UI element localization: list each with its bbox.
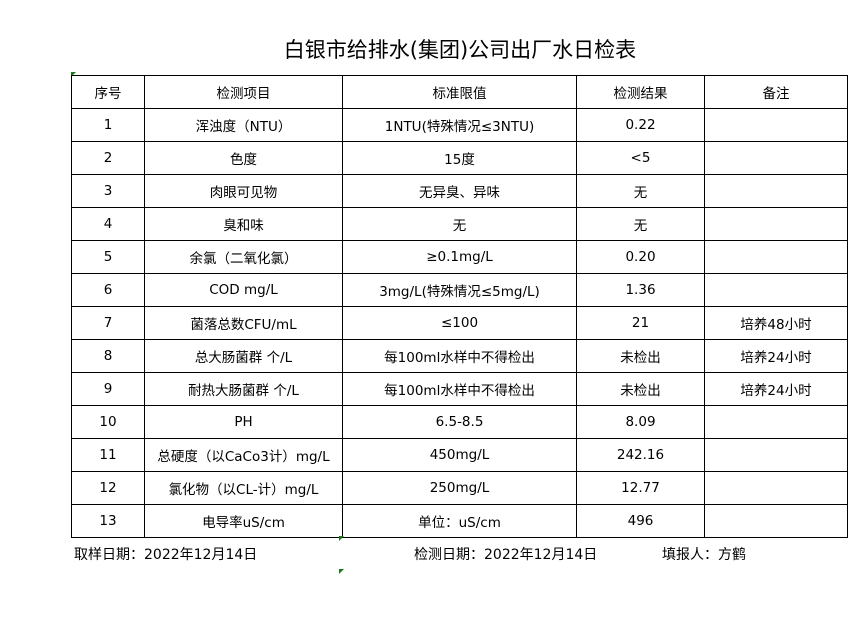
table-row: 9 耐热大肠菌群 个/L 每100ml水样中不得检出 未检出 培养24小时: [71, 372, 848, 406]
table-cell: 未检出: [576, 339, 705, 373]
cell-marker: [339, 569, 344, 574]
table-cell: 6.5-8.5: [342, 405, 577, 439]
table-cell: 检测结果: [576, 75, 705, 109]
table-cell: 496: [576, 504, 705, 538]
table-cell: 4: [71, 207, 145, 241]
table-row: 6 COD mg/L 3mg/L(特殊情况≤5mg/L) 1.36: [71, 273, 848, 307]
table-cell: 氯化物（以CL-计）mg/L: [144, 471, 343, 505]
table-cell: 序号: [71, 75, 145, 109]
table-cell: 耐热大肠菌群 个/L: [144, 372, 343, 406]
table-row: 4 臭和味无无: [71, 207, 848, 241]
table-cell: 9: [71, 372, 145, 406]
table-cell: <5: [576, 141, 705, 175]
table-cell: 备注: [704, 75, 848, 109]
table-cell: [704, 240, 848, 274]
table-cell: 菌落总数CFU/mL: [144, 306, 343, 340]
table-cell: ≥0.1mg/L: [342, 240, 577, 274]
table-cell: [704, 438, 848, 472]
cell-marker: [339, 536, 344, 541]
table-cell: PH: [144, 405, 343, 439]
table-cell: 电导率uS/cm: [144, 504, 343, 538]
table-cell: 无: [576, 174, 705, 208]
table-cell: [704, 273, 848, 307]
table-cell: 10: [71, 405, 145, 439]
table-cell: 12.77: [576, 471, 705, 505]
table-row: 10 PH 6.5-8.5 8.09: [71, 405, 848, 439]
table-cell: 每100ml水样中不得检出: [342, 339, 577, 373]
table-cell: 250mg/L: [342, 471, 577, 505]
table-cell: 13: [71, 504, 145, 538]
test-date: 检测日期：2022年12月14日: [414, 547, 598, 563]
table-row: 5 余氯（二氧化氯） ≥0.1mg/L 0.20: [71, 240, 848, 274]
table-cell: [704, 141, 848, 175]
table-cell: ≤100: [342, 306, 577, 340]
table-cell: [704, 504, 848, 538]
table-cell: [704, 108, 848, 142]
table-cell: 每100ml水样中不得检出: [342, 372, 577, 406]
table-cell: 2: [71, 141, 145, 175]
table-cell: 肉眼可见物: [144, 174, 343, 208]
table-cell: 1: [71, 108, 145, 142]
table-cell: 培养48小时: [704, 306, 848, 340]
table-cell: 450mg/L: [342, 438, 577, 472]
table-cell: 1.36: [576, 273, 705, 307]
table-cell: 6: [71, 273, 145, 307]
table-cell: 色度: [144, 141, 343, 175]
table-cell: 总大肠菌群 个/L: [144, 339, 343, 373]
table-cell: 0.20: [576, 240, 705, 274]
table-cell: 8: [71, 339, 145, 373]
table-cell: 242.16: [576, 438, 705, 472]
table-cell: 培养24小时: [704, 339, 848, 373]
table-cell: 余氯（二氧化氯）: [144, 240, 343, 274]
table-row: 7 菌落总数CFU/mL ≤100 21 培养48小时: [71, 306, 848, 340]
table-cell: 未检出: [576, 372, 705, 406]
header-row: 序号 检测项目 标准限值 检测结果 备注: [71, 75, 848, 109]
table-cell: [704, 471, 848, 505]
inspection-table: 序号 检测项目 标准限值 检测结果 备注 1 浑浊度（NTU） 1NTU(特殊情况≤3NTU)…: [71, 75, 848, 538]
table-cell: 无: [576, 207, 705, 241]
table-cell: 浑浊度（NTU）: [144, 108, 343, 142]
table-row: 8 总大肠菌群 个/L 每100ml水样中不得检出 未检出 培养24小时: [71, 339, 848, 373]
table-row: 3 肉眼可见物 无异臭、异味无: [71, 174, 848, 208]
table-cell: 7: [71, 306, 145, 340]
table-row: 1 浑浊度（NTU） 1NTU(特殊情况≤3NTU) 0.22: [71, 108, 848, 142]
table-cell: 总硬度（以CaCo3计）mg/L: [144, 438, 343, 472]
table-cell: 无异臭、异味: [342, 174, 577, 208]
table-cell: 11: [71, 438, 145, 472]
table-cell: 8.09: [576, 405, 705, 439]
table-cell: 3: [71, 174, 145, 208]
table-row: 13 电导率uS/cm 单位：uS/cm 496: [71, 504, 848, 538]
table-cell: 标准限值: [342, 75, 577, 109]
table-row: 2 色度 15度 <5: [71, 141, 848, 175]
sample-date: 取样日期：2022年12月14日: [74, 547, 258, 563]
table-cell: [704, 174, 848, 208]
table-cell: 臭和味: [144, 207, 343, 241]
cell-marker: [71, 72, 76, 77]
table-cell: 15度: [342, 141, 577, 175]
table-cell: COD mg/L: [144, 273, 343, 307]
table-cell: 检测项目: [144, 75, 343, 109]
table-cell: 无: [342, 207, 577, 241]
page-title: 白银市给排水(集团)公司出厂水日检表: [283, 38, 637, 62]
table-row: 12 氯化物（以CL-计）mg/L 250mg/L 12.77: [71, 471, 848, 505]
table-cell: 21: [576, 306, 705, 340]
table-cell: 培养24小时: [704, 372, 848, 406]
table-cell: 1NTU(特殊情况≤3NTU): [342, 108, 577, 142]
table-cell: 12: [71, 471, 145, 505]
table-cell: [704, 207, 848, 241]
table-cell: [704, 405, 848, 439]
table-cell: 5: [71, 240, 145, 274]
table-cell: 单位：uS/cm: [342, 504, 577, 538]
table-cell: 3mg/L(特殊情况≤5mg/L): [342, 273, 577, 307]
reporter: 填报人：方鹤: [662, 547, 746, 563]
table-cell: 0.22: [576, 108, 705, 142]
table-row: 11 总硬度（以CaCo3计）mg/L 450mg/L 242.16: [71, 438, 848, 472]
